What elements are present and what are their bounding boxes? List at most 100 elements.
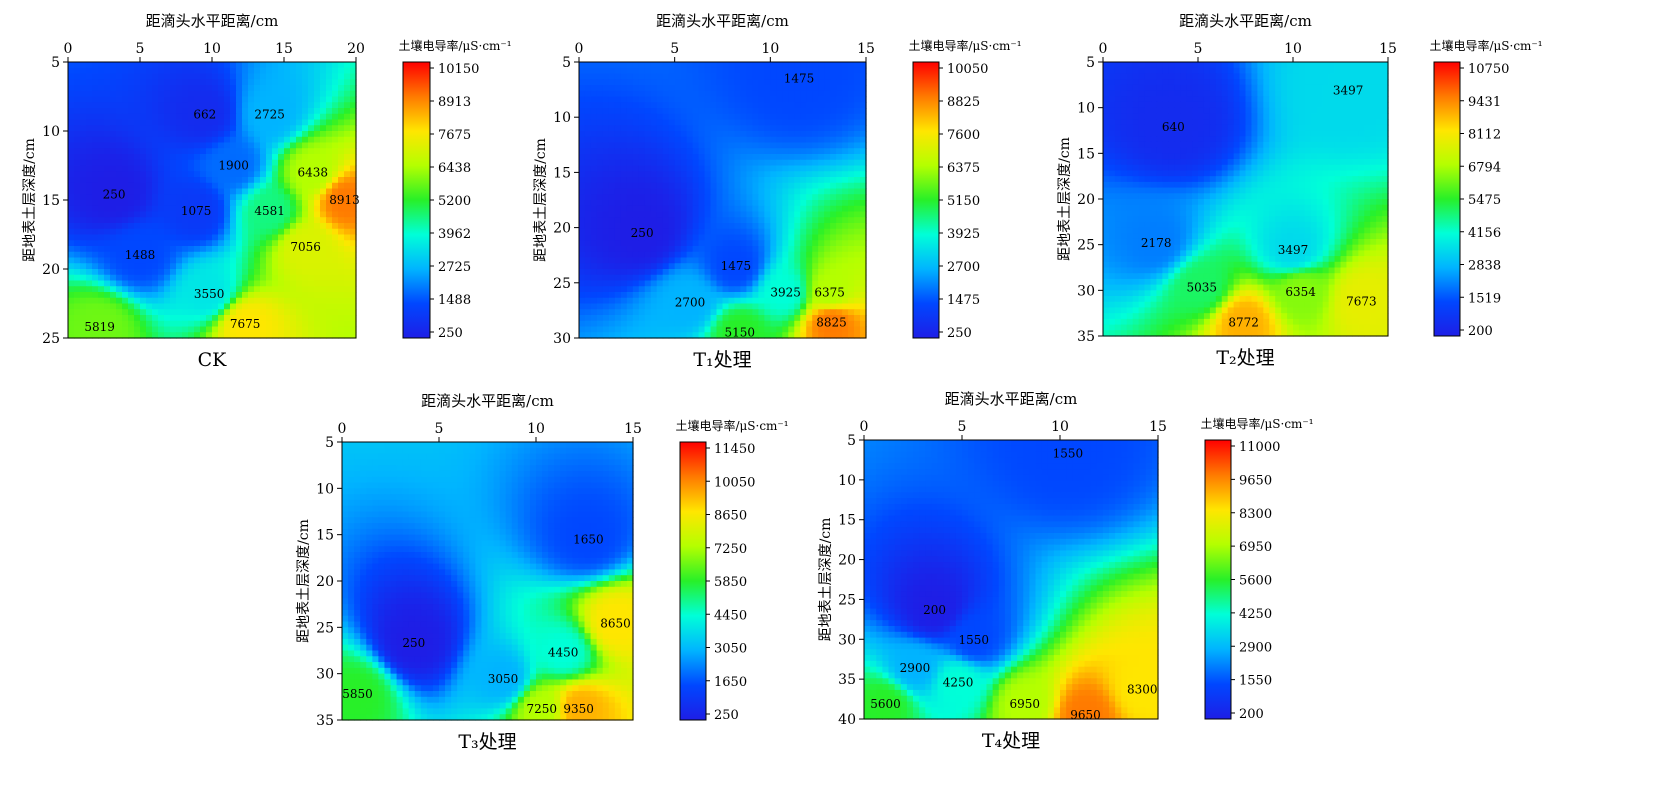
heatmap-cell — [711, 171, 718, 177]
heatmap-cell — [260, 269, 267, 275]
heatmap-cell — [824, 304, 831, 310]
heatmap-cell — [705, 269, 712, 275]
heatmap-cell — [260, 91, 267, 97]
heatmap-cell — [615, 183, 622, 189]
heatmap-cell — [194, 171, 201, 177]
heatmap-cell — [591, 171, 598, 177]
heatmap-cell — [615, 108, 622, 114]
heatmap-cell — [320, 74, 327, 80]
heatmap-cell — [770, 304, 777, 310]
heatmap-cell — [752, 137, 759, 143]
heatmap-cell — [830, 137, 837, 143]
heatmap-cell — [302, 79, 309, 85]
heatmap-cell — [242, 212, 249, 218]
heatmap-cell — [224, 74, 231, 80]
heatmap-cell — [248, 160, 255, 166]
heatmap-cell — [278, 97, 285, 103]
heatmap-cell — [194, 125, 201, 131]
heatmap-cell — [188, 177, 195, 183]
heatmap-cell — [812, 206, 819, 212]
heatmap-cell — [621, 315, 628, 321]
heatmap-cell — [152, 292, 159, 298]
heatmap-cell — [248, 154, 255, 160]
heatmap-cell — [308, 292, 315, 298]
heatmap-cell — [152, 212, 159, 218]
heatmap-cell — [182, 315, 189, 321]
heatmap-cell — [770, 85, 777, 91]
heatmap-cell — [1370, 73, 1377, 79]
heatmap-cell — [326, 246, 333, 252]
heatmap-cell — [639, 120, 646, 126]
heatmap-cell — [854, 74, 861, 80]
heatmap-cell — [1168, 79, 1175, 85]
heatmap-cell — [627, 108, 634, 114]
heatmap-cell — [140, 269, 147, 275]
heatmap-cell — [1323, 79, 1330, 85]
heatmap-cell — [800, 143, 807, 149]
heatmap-cell — [657, 177, 664, 183]
heatmap-cell — [200, 143, 207, 149]
heatmap-cell — [591, 252, 598, 258]
heatmap-cell — [1275, 91, 1282, 97]
heatmap-cell — [645, 194, 652, 200]
heatmap-cell — [110, 263, 117, 269]
heatmap-cell — [734, 200, 741, 206]
heatmap-cell — [597, 160, 604, 166]
heatmap-cell — [842, 206, 849, 212]
heatmap-cell — [116, 108, 123, 114]
heatmap-cell — [92, 120, 99, 126]
heatmap-cell — [854, 212, 861, 218]
heatmap-cell — [158, 269, 165, 275]
heatmap-cell — [746, 68, 753, 74]
heatmap-cell — [579, 212, 586, 218]
heatmap-cell — [621, 286, 628, 292]
heatmap-cell — [1133, 79, 1140, 85]
heatmap-cell — [140, 102, 147, 108]
heatmap-cell — [848, 74, 855, 80]
heatmap-cell — [591, 246, 598, 252]
heatmap-cell — [230, 258, 237, 264]
heatmap-cell — [140, 275, 147, 281]
heatmap-cell — [284, 263, 291, 269]
heatmap-cell — [230, 102, 237, 108]
heatmap-cell — [824, 143, 831, 149]
heatmap-cell — [633, 160, 640, 166]
heatmap-cell — [278, 148, 285, 154]
heatmap-cell — [854, 281, 861, 287]
heatmap-cell — [320, 240, 327, 246]
heatmap-cell — [776, 194, 783, 200]
heatmap-cell — [1257, 62, 1264, 68]
heatmap-cell — [854, 160, 861, 166]
heatmap-cell — [254, 160, 261, 166]
heatmap-cell — [675, 91, 682, 97]
heatmap-cell — [723, 177, 730, 183]
heatmap-cell — [68, 212, 75, 218]
heatmap-cell — [1269, 62, 1276, 68]
heatmap-cell — [788, 137, 795, 143]
heatmap-cell — [1168, 91, 1175, 97]
heatmap-cell — [122, 229, 129, 235]
heatmap-cell — [645, 292, 652, 298]
heatmap-cell — [645, 125, 652, 131]
heatmap-cell — [332, 120, 339, 126]
heatmap-cell — [669, 125, 676, 131]
heatmap-cell — [794, 91, 801, 97]
heatmap-cell — [848, 269, 855, 275]
heatmap-cell — [116, 91, 123, 97]
heatmap-cell — [308, 321, 315, 327]
heatmap-cell — [740, 189, 747, 195]
heatmap-cell — [812, 108, 819, 114]
heatmap-cell — [248, 97, 255, 103]
heatmap-cell — [711, 154, 718, 160]
heatmap-cell — [818, 79, 825, 85]
heatmap-cell — [681, 229, 688, 235]
heatmap-cell — [170, 217, 177, 223]
heatmap-cell — [1139, 79, 1146, 85]
heatmap-cell — [746, 183, 753, 189]
heatmap-cell — [687, 97, 694, 103]
heatmap-cell — [1139, 73, 1146, 79]
heatmap-cell — [80, 137, 87, 143]
heatmap-cell — [284, 74, 291, 80]
heatmap-cell — [752, 85, 759, 91]
heatmap-cell — [182, 97, 189, 103]
